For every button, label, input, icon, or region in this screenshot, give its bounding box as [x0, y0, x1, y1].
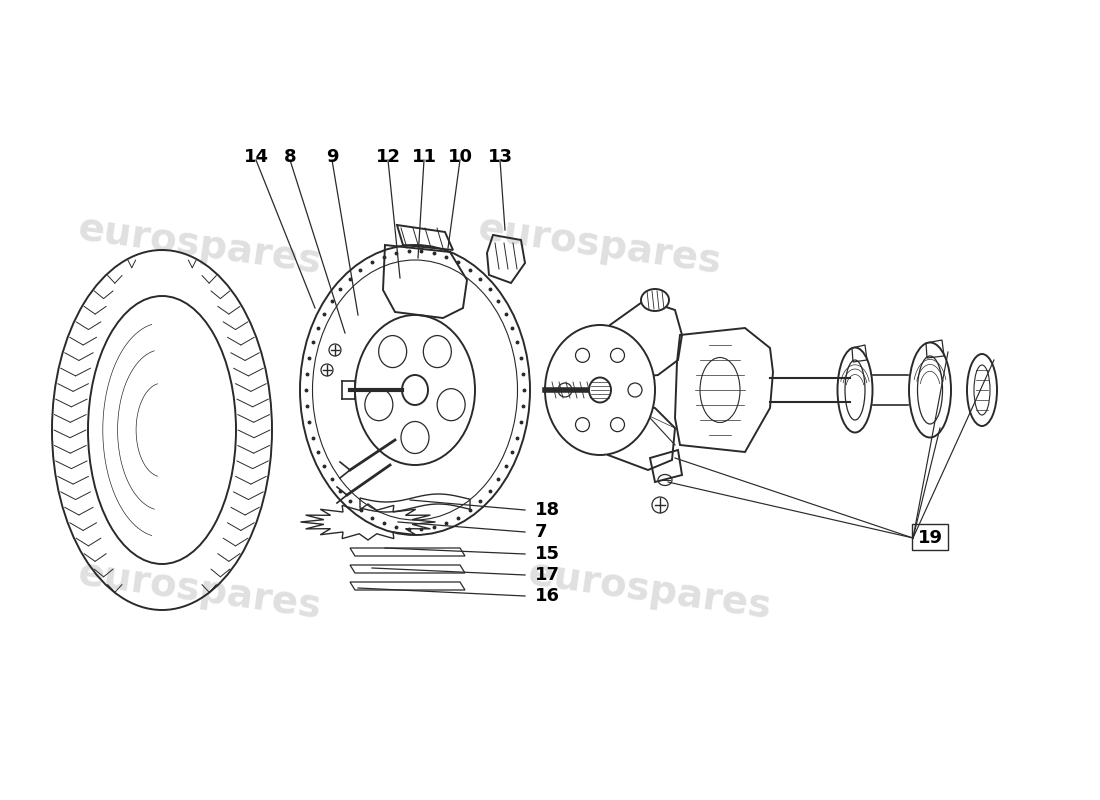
Text: eurospares: eurospares — [76, 209, 324, 281]
Text: 19: 19 — [917, 529, 943, 547]
Circle shape — [610, 348, 625, 362]
Ellipse shape — [378, 335, 407, 367]
Ellipse shape — [424, 335, 451, 367]
Text: 7: 7 — [535, 523, 548, 541]
Text: eurospares: eurospares — [476, 209, 724, 281]
Circle shape — [575, 348, 590, 362]
Ellipse shape — [437, 389, 465, 421]
Text: 11: 11 — [411, 148, 437, 166]
Text: 16: 16 — [535, 587, 560, 605]
Ellipse shape — [641, 289, 669, 311]
Ellipse shape — [402, 375, 428, 405]
Ellipse shape — [355, 315, 475, 465]
Text: 15: 15 — [535, 545, 560, 563]
Text: 8: 8 — [284, 148, 296, 166]
Ellipse shape — [402, 422, 429, 454]
Circle shape — [575, 418, 590, 432]
Text: 13: 13 — [487, 148, 513, 166]
Text: eurospares: eurospares — [526, 554, 774, 626]
Text: 18: 18 — [535, 501, 560, 519]
Text: eurospares: eurospares — [76, 554, 324, 626]
Text: 10: 10 — [448, 148, 473, 166]
Ellipse shape — [588, 378, 610, 402]
Circle shape — [558, 383, 572, 397]
Text: 12: 12 — [375, 148, 400, 166]
Circle shape — [628, 383, 642, 397]
Ellipse shape — [544, 325, 654, 455]
Circle shape — [610, 418, 625, 432]
Text: 9: 9 — [326, 148, 339, 166]
Ellipse shape — [365, 389, 393, 421]
Text: 17: 17 — [535, 566, 560, 584]
Text: 14: 14 — [243, 148, 268, 166]
